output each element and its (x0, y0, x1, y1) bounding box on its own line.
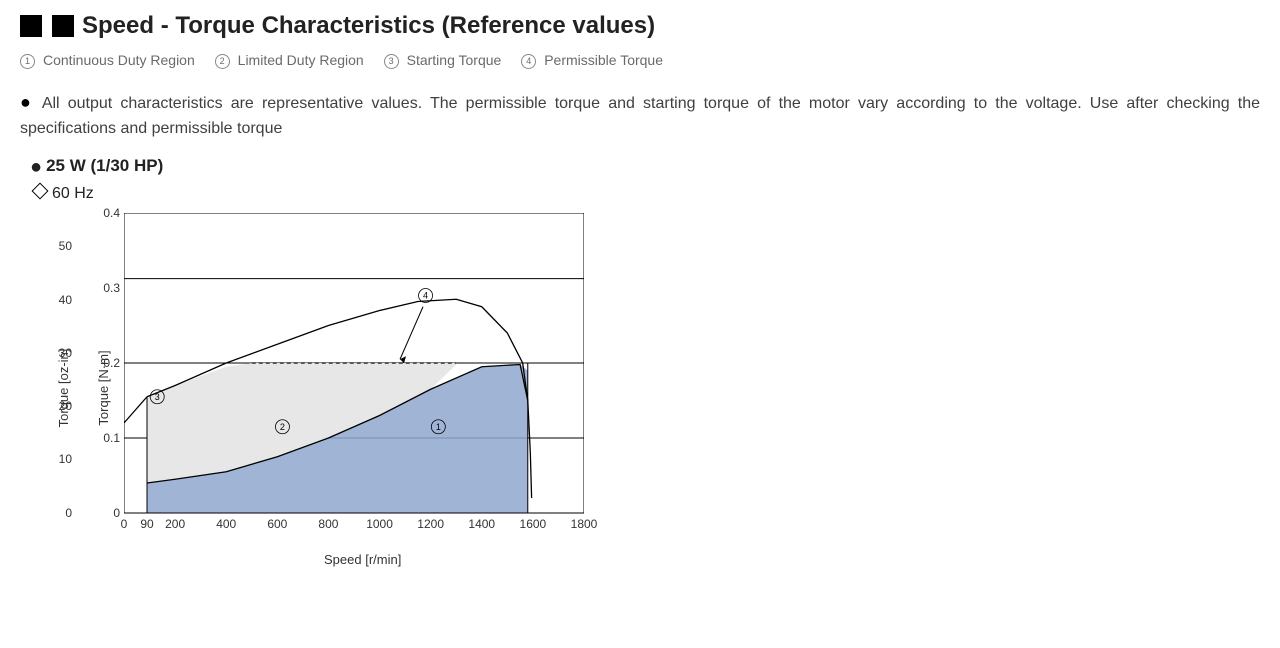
y1-tick: 10 (59, 452, 72, 466)
title-square-icon (52, 15, 74, 37)
legend-num-icon: 3 (384, 54, 399, 69)
y1-tick: 40 (59, 293, 72, 307)
legend-text: Starting Torque (407, 52, 502, 68)
y1-tick: 20 (59, 399, 72, 413)
legend-num-icon: 1 (20, 54, 35, 69)
y2-tick: 0.4 (103, 206, 120, 220)
svg-text:2: 2 (280, 421, 285, 431)
y2-tick: 0.3 (103, 281, 120, 295)
legend-item: 4 Permissible Torque (521, 52, 671, 68)
svg-text:3: 3 (155, 391, 160, 401)
note-text: ● All output characteristics are represe… (20, 89, 1260, 142)
freq-heading: 60 Hz (34, 185, 1260, 203)
legend-text: Limited Duty Region (238, 52, 364, 68)
power-label: 25 W (1/30 HP) (46, 156, 163, 175)
x-axis-label: Speed [r/min] (324, 552, 401, 567)
legend-item: 2 Limited Duty Region (215, 52, 372, 68)
y1-ticks: 01020304050 (46, 213, 72, 513)
legend-item: 1 Continuous Duty Region (20, 52, 203, 68)
diamond-icon (32, 182, 49, 199)
note-body: All output characteristics are represent… (20, 95, 1260, 137)
y2-ticks: 00.10.20.30.4 (94, 213, 120, 513)
legend-text: Continuous Duty Region (43, 52, 195, 68)
bullet-icon: ● (30, 156, 42, 178)
bullet-icon: ● (20, 92, 35, 112)
svg-text:1: 1 (436, 421, 441, 431)
y2-tick: 0.2 (103, 356, 120, 370)
y1-tick: 30 (59, 346, 72, 360)
page-title: Speed - Torque Characteristics (Referenc… (82, 12, 655, 40)
svg-text:4: 4 (423, 290, 428, 300)
y2-tick: 0.1 (103, 431, 120, 445)
y1-tick: 0 (65, 506, 72, 520)
legend-text: Permissible Torque (544, 52, 663, 68)
legend-num-icon: 4 (521, 54, 536, 69)
y1-tick: 50 (59, 239, 72, 253)
plot-svg: 1 2 3 4 (124, 213, 584, 533)
legend-item: 3 Starting Torque (384, 52, 510, 68)
legend-num-icon: 2 (215, 54, 230, 69)
speed-torque-chart: Torque [oz-in] Torque [N·m] Speed [r/min… (24, 213, 604, 563)
y2-tick: 0 (113, 506, 120, 520)
title-row: Speed - Torque Characteristics (Referenc… (20, 12, 1260, 40)
freq-label: 60 Hz (52, 185, 94, 202)
title-square-icon (20, 15, 42, 37)
legend-row: 1 Continuous Duty Region 2 Limited Duty Re… (20, 52, 1260, 69)
power-heading: ●25 W (1/30 HP) (30, 156, 1260, 179)
